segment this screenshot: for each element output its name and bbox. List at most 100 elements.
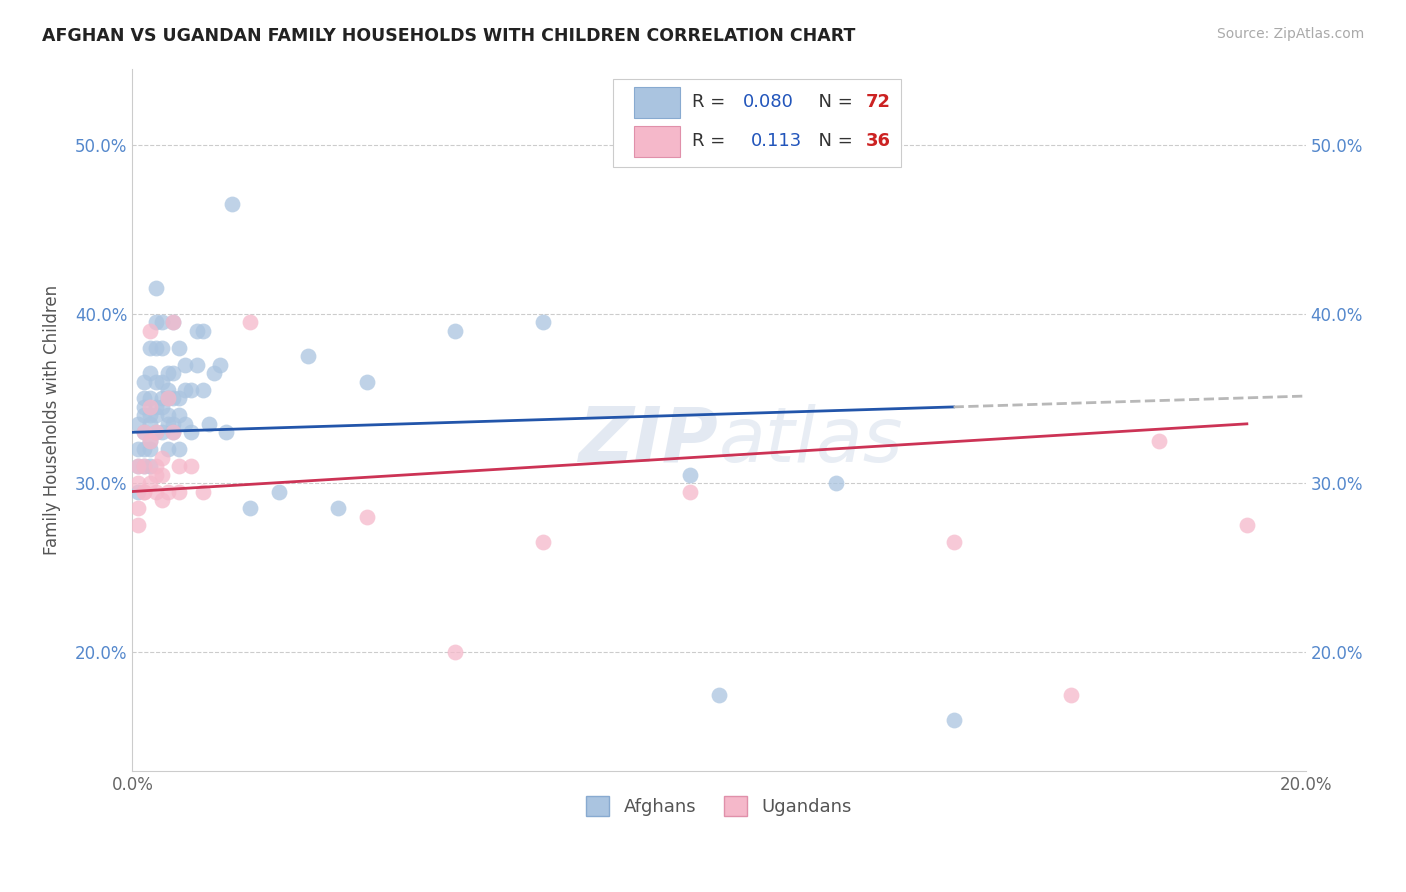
Point: [127, 501, 149, 516]
Point: [1236, 518, 1258, 533]
Point: [132, 375, 155, 389]
Point: [145, 341, 167, 355]
Point: [145, 281, 167, 295]
Point: [162, 392, 184, 406]
Point: [150, 467, 173, 482]
Text: 0.080: 0.080: [742, 94, 793, 112]
Point: [162, 315, 184, 329]
Point: [239, 501, 262, 516]
Point: [132, 484, 155, 499]
Point: [221, 197, 243, 211]
Point: [139, 459, 162, 474]
Point: [156, 366, 179, 380]
Point: [156, 392, 179, 406]
Point: [707, 688, 730, 702]
Point: [169, 442, 191, 457]
Point: [174, 358, 197, 372]
Point: [145, 315, 167, 329]
Point: [191, 484, 214, 499]
Point: [127, 484, 149, 499]
Point: [150, 392, 173, 406]
Text: N =: N =: [807, 94, 859, 112]
Point: [150, 341, 173, 355]
Point: [169, 392, 191, 406]
Point: [162, 366, 184, 380]
Point: [444, 324, 467, 338]
Point: [150, 450, 173, 465]
Point: [150, 315, 173, 329]
Point: [162, 417, 184, 431]
Point: [825, 476, 848, 491]
Point: [145, 467, 167, 482]
Point: [139, 417, 162, 431]
Point: [127, 518, 149, 533]
Point: [132, 425, 155, 440]
Point: [531, 535, 554, 549]
Point: [1147, 434, 1170, 448]
Point: [169, 484, 191, 499]
Point: [127, 459, 149, 474]
Point: [678, 484, 700, 499]
Point: [156, 383, 179, 397]
Point: [139, 434, 162, 448]
Point: [174, 417, 197, 431]
Point: [132, 459, 155, 474]
Point: [162, 425, 184, 440]
Point: [678, 467, 700, 482]
Point: [150, 493, 173, 508]
Text: atlas: atlas: [718, 404, 904, 478]
Point: [197, 417, 219, 431]
Text: 36: 36: [866, 132, 890, 150]
Point: [139, 366, 162, 380]
Text: 0.113: 0.113: [751, 132, 801, 150]
Point: [156, 442, 179, 457]
Point: [145, 459, 167, 474]
Text: N =: N =: [807, 132, 859, 150]
Point: [145, 409, 167, 423]
Point: [150, 425, 173, 440]
Point: [180, 459, 202, 474]
Point: [239, 315, 262, 329]
Point: [127, 459, 149, 474]
Point: [156, 409, 179, 423]
Text: ZIP: ZIP: [579, 404, 718, 478]
Text: Source: ZipAtlas.com: Source: ZipAtlas.com: [1216, 27, 1364, 41]
FancyBboxPatch shape: [613, 79, 901, 167]
Point: [139, 434, 162, 448]
Point: [127, 442, 149, 457]
Text: R =: R =: [692, 94, 731, 112]
Point: [169, 459, 191, 474]
Point: [127, 476, 149, 491]
Point: [139, 442, 162, 457]
Point: [156, 484, 179, 499]
Point: [169, 341, 191, 355]
Point: [1060, 688, 1083, 702]
Point: [132, 442, 155, 457]
Point: [162, 425, 184, 440]
Point: [942, 713, 965, 727]
Point: [209, 358, 232, 372]
Point: [444, 645, 467, 659]
Point: [132, 400, 155, 414]
Point: [145, 425, 167, 440]
Point: [186, 324, 208, 338]
Point: [191, 383, 214, 397]
Point: [169, 409, 191, 423]
Point: [139, 324, 162, 338]
Point: [150, 375, 173, 389]
Text: AFGHAN VS UGANDAN FAMILY HOUSEHOLDS WITH CHILDREN CORRELATION CHART: AFGHAN VS UGANDAN FAMILY HOUSEHOLDS WITH…: [42, 27, 856, 45]
Point: [145, 375, 167, 389]
Point: [132, 484, 155, 499]
Point: [942, 535, 965, 549]
Point: [356, 509, 378, 524]
Point: [139, 476, 162, 491]
Point: [215, 425, 238, 440]
Point: [139, 400, 162, 414]
Point: [191, 324, 214, 338]
Text: 72: 72: [866, 94, 890, 112]
Y-axis label: Family Households with Children: Family Households with Children: [44, 285, 60, 555]
Point: [531, 315, 554, 329]
Point: [132, 409, 155, 423]
Point: [186, 358, 208, 372]
Point: [156, 392, 179, 406]
